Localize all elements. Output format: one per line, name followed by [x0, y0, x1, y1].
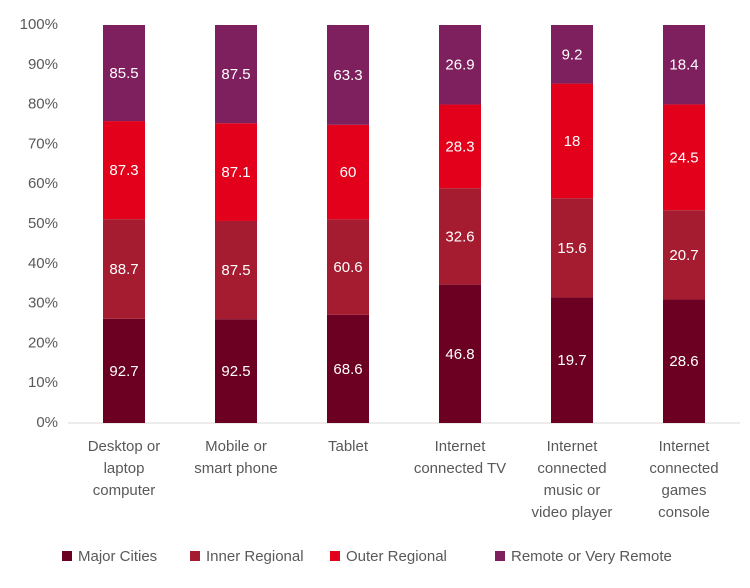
value-label: 19.7	[557, 352, 586, 369]
value-label: 60.6	[333, 259, 362, 276]
bar-segment	[103, 219, 145, 319]
value-label: 85.5	[109, 65, 138, 82]
value-label: 88.7	[109, 261, 138, 278]
y-tick-label: 90%	[28, 56, 58, 73]
value-label: 32.6	[445, 228, 474, 245]
y-tick-label: 10%	[28, 374, 58, 391]
x-tick-label: Mobile or smart phone	[194, 438, 277, 477]
value-label: 92.7	[109, 363, 138, 380]
y-tick-label: 70%	[28, 135, 58, 152]
value-label: 9.2	[562, 46, 583, 63]
legend-label: Major Cities	[78, 548, 157, 565]
value-label: 18	[564, 133, 581, 150]
x-tick-label: Desktop or laptop computer	[88, 438, 161, 499]
y-tick-label: 30%	[28, 295, 58, 312]
bar-segment	[327, 25, 369, 125]
legend-swatch	[330, 551, 340, 561]
bar-segment	[215, 25, 257, 124]
bar-segment	[663, 25, 705, 105]
bar-segment	[551, 83, 593, 199]
bar-segment	[551, 297, 593, 423]
y-tick-label: 40%	[28, 255, 58, 272]
bar-segment	[103, 318, 145, 423]
bar-segment	[327, 219, 369, 315]
value-label: 87.5	[221, 66, 250, 83]
x-tick-label: Internet connected TV	[414, 438, 506, 477]
bar-segment	[439, 104, 481, 189]
bar-segment	[103, 121, 145, 220]
bar-segment	[215, 123, 257, 221]
legend-swatch	[495, 551, 505, 561]
value-label: 26.9	[445, 57, 474, 74]
value-label: 20.7	[669, 247, 698, 264]
bar-segment	[327, 124, 369, 220]
y-tick-label: 80%	[28, 96, 58, 113]
legend-label: Inner Regional	[206, 548, 304, 565]
bar-segment	[663, 299, 705, 423]
value-label: 24.5	[669, 149, 698, 166]
bar-segment	[663, 210, 705, 300]
x-tick-label: Tablet	[328, 438, 369, 455]
y-tick-label: 100%	[20, 16, 58, 33]
value-label: 68.6	[333, 361, 362, 378]
bar-segment	[439, 188, 481, 285]
bar-segment	[103, 25, 145, 122]
bar-segment	[663, 104, 705, 211]
y-tick-label: 50%	[28, 215, 58, 232]
legend-swatch	[190, 551, 200, 561]
bar-segment	[551, 25, 593, 84]
bar-segment	[551, 198, 593, 298]
value-label: 63.3	[333, 67, 362, 84]
legend-swatch	[62, 551, 72, 561]
value-label: 28.3	[445, 138, 474, 155]
value-label: 60	[340, 164, 357, 181]
legend-label: Outer Regional	[346, 548, 447, 565]
bar-segment	[215, 220, 257, 320]
y-tick-label: 0%	[36, 414, 58, 431]
value-label: 87.5	[221, 262, 250, 279]
value-label: 15.6	[557, 240, 586, 257]
y-tick-label: 60%	[28, 175, 58, 192]
value-label: 28.6	[669, 353, 698, 370]
value-label: 87.3	[109, 162, 138, 179]
value-label: 18.4	[669, 57, 698, 74]
bar-segment	[327, 314, 369, 423]
legend-label: Remote or Very Remote	[511, 548, 672, 565]
x-tick-label: Internet connected games console	[649, 438, 718, 521]
value-label: 87.1	[221, 164, 250, 181]
bar-segment	[439, 25, 481, 105]
y-tick-label: 20%	[28, 334, 58, 351]
value-label: 92.5	[221, 363, 250, 380]
value-label: 46.8	[445, 346, 474, 363]
x-tick-label: Internet connected music or video player	[532, 438, 613, 521]
bar-segment	[439, 284, 481, 423]
bar-segment	[215, 319, 257, 423]
